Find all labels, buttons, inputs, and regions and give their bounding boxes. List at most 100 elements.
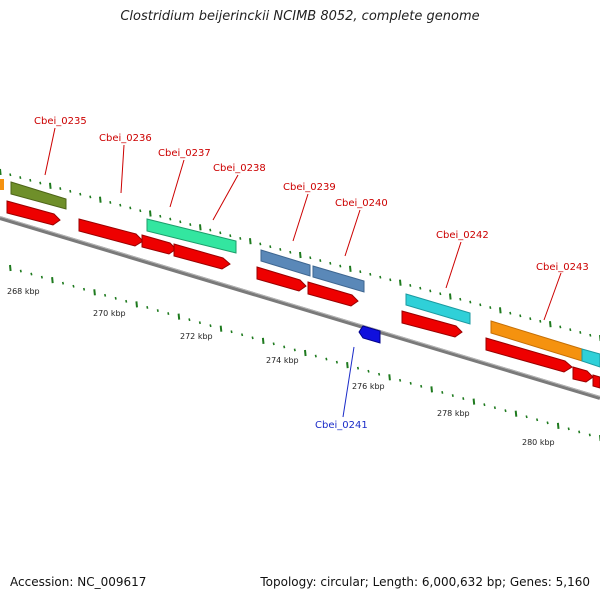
feature-bar-cbei-0243[interactable] xyxy=(490,320,600,368)
gene-label-cbei-0243[interactable]: Cbei_0243 xyxy=(536,262,589,273)
tick-minor xyxy=(359,270,362,274)
tick-row-scale xyxy=(9,264,600,442)
tick-minor xyxy=(325,357,328,361)
tick-minor xyxy=(230,330,233,334)
tick-minor xyxy=(139,209,142,213)
tick-minor xyxy=(356,366,360,370)
tick-minor xyxy=(579,331,582,334)
tick-minor xyxy=(209,324,212,328)
cds-arrow-cbei-0241[interactable] xyxy=(358,325,381,344)
tick-minor xyxy=(420,384,423,388)
scale-label-270: 270 kbp xyxy=(93,309,126,318)
tick-minor xyxy=(219,231,222,235)
tick-major xyxy=(399,279,402,286)
tick-minor xyxy=(525,415,528,419)
tick-minor xyxy=(40,275,43,279)
tick-major xyxy=(177,313,181,320)
cds-arrow-cbei-0235[interactable] xyxy=(6,200,61,226)
label-leaders xyxy=(44,127,562,321)
gene-label-cbei-0241[interactable]: Cbei_0241 xyxy=(315,420,368,431)
tick-minor xyxy=(293,348,296,352)
tick-minor xyxy=(30,272,33,276)
tick-minor xyxy=(329,261,332,265)
tick-minor xyxy=(59,187,62,190)
tick-minor xyxy=(441,391,444,394)
genome-backbone-highlight xyxy=(0,216,600,397)
tick-minor xyxy=(567,427,570,431)
scale-label-274: 274 kbp xyxy=(266,356,299,365)
cds-arrow-cbei-0239[interactable] xyxy=(256,266,307,292)
tick-minor xyxy=(389,278,392,282)
cds-arrow-cbei-0242[interactable] xyxy=(401,310,463,338)
tick-minor xyxy=(167,312,170,315)
tick-major xyxy=(219,325,223,332)
tick-minor xyxy=(314,354,317,358)
feature-bar-cbei-0235[interactable] xyxy=(10,181,67,210)
gene-label-cbei-0239[interactable]: Cbei_0239 xyxy=(283,182,336,193)
tick-minor xyxy=(589,333,592,337)
tick-minor xyxy=(283,345,286,349)
tick-major xyxy=(304,349,307,357)
tick-major xyxy=(388,374,391,381)
tick-minor xyxy=(451,394,454,397)
tick-minor xyxy=(146,306,149,309)
tick-major xyxy=(514,410,518,417)
genome-summary-text: Topology: circular; Length: 6,000,632 bp… xyxy=(260,575,590,589)
tick-minor xyxy=(569,328,572,332)
tick-major xyxy=(556,422,560,429)
tick-minor xyxy=(61,281,65,285)
tick-minor xyxy=(179,220,182,224)
cds-arrow-cbei-0237[interactable] xyxy=(141,234,177,255)
tick-minor xyxy=(493,406,496,410)
tick-minor xyxy=(369,272,372,276)
tick-minor xyxy=(539,319,542,323)
tick-minor xyxy=(269,245,272,249)
tick-minor xyxy=(156,309,159,312)
tick-minor xyxy=(125,299,128,303)
feature-bar-cbei-0240[interactable] xyxy=(312,265,365,293)
feature-bar-cbei-0237[interactable] xyxy=(146,218,237,254)
tick-minor xyxy=(529,317,532,321)
cds-arrow-cbei-0240[interactable] xyxy=(307,281,359,307)
tick-minor xyxy=(251,336,254,340)
tick-minor xyxy=(159,214,162,218)
gene-label-cbei-0240[interactable]: Cbei_0240 xyxy=(335,198,388,209)
tick-minor xyxy=(378,372,381,376)
tick-minor xyxy=(209,228,212,232)
tick-minor xyxy=(119,203,122,207)
tick-minor xyxy=(504,409,507,413)
tick-minor xyxy=(439,292,442,296)
gene-label-cbei-0235[interactable]: Cbei_0235 xyxy=(34,116,87,127)
feature-bar-cbei-0242[interactable] xyxy=(405,293,471,325)
cds-arrow-cbei-0236[interactable] xyxy=(78,218,144,247)
tick-major xyxy=(49,182,52,189)
tick-major xyxy=(9,264,12,272)
tick-minor xyxy=(198,321,201,325)
tick-minor xyxy=(104,293,107,297)
scale-label-276: 276 kbp xyxy=(352,382,385,391)
tick-major xyxy=(51,277,54,284)
tick-minor xyxy=(189,223,192,226)
tick-minor xyxy=(319,259,322,262)
tick-major xyxy=(430,386,433,393)
gene-label-cbei-0238[interactable]: Cbei_0238 xyxy=(213,163,266,174)
cds-arrow-cbei-0243[interactable] xyxy=(485,337,600,389)
tick-minor xyxy=(79,192,82,196)
tick-minor xyxy=(169,217,172,221)
feature-bar-cbei-0239[interactable] xyxy=(260,249,311,277)
tick-major xyxy=(261,337,265,344)
tick-minor xyxy=(83,287,86,291)
tick-minor xyxy=(509,311,512,315)
tick-minor xyxy=(29,178,32,182)
tick-minor xyxy=(239,237,242,240)
gene-label-cbei-0237[interactable]: Cbei_0237 xyxy=(158,148,211,159)
tick-major xyxy=(99,196,102,203)
tick-minor xyxy=(188,318,191,322)
gene-label-cbei-0242[interactable]: Cbei_0242 xyxy=(436,230,489,241)
tick-minor xyxy=(483,403,486,407)
cds-arrow-cbei-0238[interactable] xyxy=(173,243,231,270)
tick-major xyxy=(299,251,302,259)
tick-minor xyxy=(279,248,282,251)
tick-minor xyxy=(129,206,132,210)
gene-label-cbei-0236[interactable]: Cbei_0236 xyxy=(99,133,152,144)
